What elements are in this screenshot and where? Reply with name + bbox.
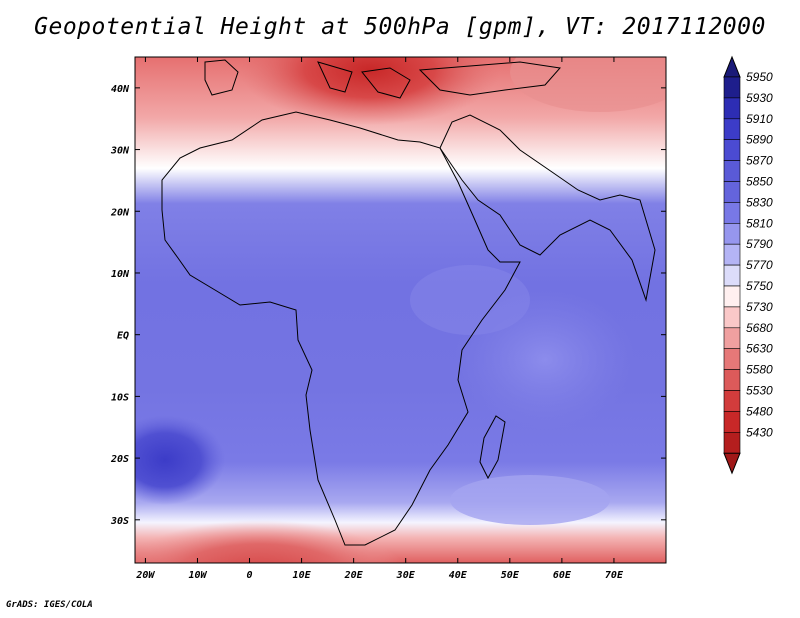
colorbar-swatch — [723, 97, 741, 120]
colorbar-swatch — [723, 139, 741, 161]
colorbar-swatch — [723, 431, 741, 454]
colorbar-label: 5680 — [746, 321, 773, 335]
colorbar-swatch — [723, 202, 741, 224]
colorbar-swatch — [723, 160, 741, 182]
colorbar-swatch — [723, 264, 741, 287]
colorbar-label: 5870 — [746, 154, 773, 168]
colorbar-swatch — [723, 411, 741, 433]
colorbar-label: 5910 — [746, 112, 773, 126]
coastlines — [161, 59, 656, 546]
colorbar-swatch — [723, 243, 741, 266]
colorbar-label: 5890 — [746, 133, 773, 147]
colorbar-label: 5930 — [746, 91, 773, 105]
colorbar-label: 5830 — [746, 195, 773, 209]
plot-frame — [134, 56, 667, 564]
lon-label: 40E — [449, 570, 468, 581]
colorbar-label: 5480 — [746, 404, 773, 418]
colorbar-label: 5530 — [746, 384, 773, 398]
lon-label: 50E — [501, 570, 520, 581]
colorbar-swatch — [723, 369, 741, 391]
colorbar-swatch — [723, 327, 741, 349]
lat-label: 20S — [110, 454, 129, 465]
colorbar-label: 5950 — [746, 70, 773, 84]
colorbar-swatch — [723, 285, 741, 308]
lon-label: 70E — [605, 570, 624, 581]
colorbar-top-arrow — [723, 55, 741, 78]
colorbar-swatch — [723, 181, 741, 203]
colorbar-swatch — [723, 223, 741, 245]
colorbar-label: 5790 — [746, 237, 773, 251]
grads-credit: GrADS: IGES/COLA — [6, 600, 93, 610]
colorbar-label: 5770 — [746, 258, 773, 272]
colorbar-swatch — [723, 118, 741, 141]
lat-label: 20N — [110, 207, 130, 218]
colorbar-label: 5580 — [746, 363, 773, 377]
colorbar-label: 5730 — [746, 300, 773, 314]
colorbar-label: 5430 — [746, 425, 773, 439]
lon-label: 60E — [553, 570, 572, 581]
lat-label: 10N — [111, 269, 130, 280]
lon-label: 30E — [396, 570, 416, 581]
lat-label: EQ — [117, 331, 129, 342]
latitude-axis: 40N 30N 20N 10N EQ 10S 20S 30S — [110, 84, 666, 527]
map-title: Geopotential Height at 500hPa [gpm], VT:… — [34, 14, 766, 40]
height-field — [135, 57, 666, 563]
lon-label: 10W — [188, 570, 207, 581]
colorbar-label: 5750 — [746, 279, 773, 293]
colorbar-label: 5850 — [746, 175, 773, 189]
lat-label: 40N — [111, 84, 130, 95]
colorbar-swatch — [723, 306, 741, 329]
colorbar-label: 5810 — [746, 216, 773, 230]
lat-label: 30N — [110, 146, 130, 157]
colorbar-swatch — [723, 348, 741, 370]
colorbar-swatch — [723, 390, 741, 412]
lat-label: 10S — [111, 392, 129, 403]
colorbar-bottom-arrow — [723, 452, 741, 475]
lon-label: 20W — [135, 570, 155, 581]
lon-label: 0 — [247, 570, 253, 581]
colorbar-swatch — [723, 76, 741, 99]
lon-label: 20E — [344, 570, 364, 581]
longitude-axis: 20W 10W 0 10E 20E 30E 40E 50E 60E 70E — [135, 57, 624, 581]
colorbar: 5950 5930 5910 5890 5870 5850 5830 5810 5790 5770… — [723, 55, 773, 475]
lat-label: 30S — [110, 516, 129, 527]
lon-label: 10E — [293, 570, 312, 581]
colorbar-label: 5630 — [746, 342, 773, 356]
